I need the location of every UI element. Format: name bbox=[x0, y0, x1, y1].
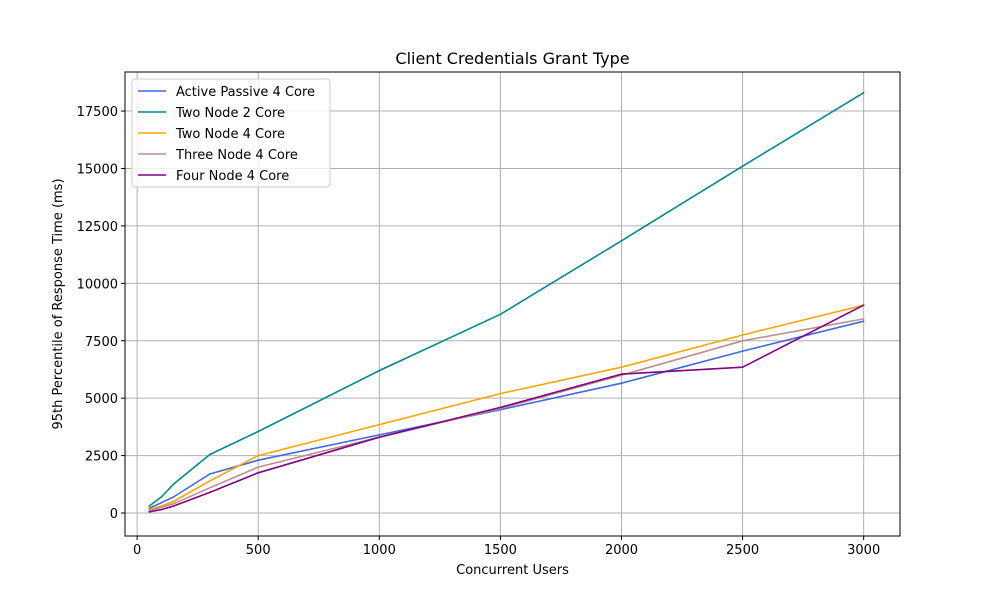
series-lines bbox=[148, 91, 865, 513]
data-point bbox=[741, 350, 744, 352]
data-point bbox=[208, 491, 211, 494]
data-point bbox=[208, 480, 211, 482]
legend-label: Active Passive 4 Core bbox=[176, 85, 315, 100]
data-point bbox=[862, 91, 865, 94]
x-axis-title: Concurrent Users bbox=[456, 563, 569, 578]
data-point bbox=[378, 369, 381, 372]
y-tick-label: 12500 bbox=[77, 220, 118, 235]
data-point bbox=[148, 511, 151, 513]
y-tick-label: 10000 bbox=[77, 277, 118, 292]
data-point bbox=[257, 430, 260, 433]
data-point bbox=[620, 373, 623, 375]
chart-title: Client Credentials Grant Type bbox=[395, 49, 629, 68]
y-tick-label: 15000 bbox=[77, 162, 118, 177]
data-point bbox=[741, 165, 744, 167]
x-tick-label: 2000 bbox=[605, 543, 638, 558]
legend-label: Two Node 2 Core bbox=[175, 106, 285, 121]
data-point bbox=[208, 473, 211, 475]
legend-label: Three Node 4 Core bbox=[175, 148, 298, 163]
data-point bbox=[172, 503, 175, 505]
data-point bbox=[862, 304, 865, 306]
data-point bbox=[620, 240, 623, 242]
data-point bbox=[741, 334, 744, 336]
data-point bbox=[172, 505, 175, 507]
data-point bbox=[499, 392, 502, 395]
x-tick-label: 1000 bbox=[363, 543, 396, 558]
series-line bbox=[148, 318, 864, 512]
data-point bbox=[160, 506, 163, 509]
data-point bbox=[257, 454, 260, 457]
data-point bbox=[257, 472, 260, 474]
y-axis-ticks: 0 2500 5000 7500 10000 12500 15000 17500 bbox=[77, 105, 125, 522]
legend-box bbox=[131, 78, 331, 188]
data-point bbox=[257, 466, 260, 468]
data-point bbox=[499, 406, 502, 409]
data-point bbox=[741, 339, 744, 342]
data-point bbox=[620, 382, 623, 385]
x-tick-label: 2500 bbox=[726, 543, 759, 558]
y-tick-label: 7500 bbox=[85, 335, 118, 350]
x-tick-label: 500 bbox=[246, 543, 271, 558]
data-point bbox=[160, 508, 163, 511]
data-point bbox=[378, 423, 381, 426]
data-point bbox=[160, 501, 163, 504]
y-axis-title: 95th Percentile of Response Time (ms) bbox=[51, 178, 66, 429]
series-line bbox=[148, 304, 864, 511]
series-line bbox=[149, 304, 865, 513]
data-point bbox=[862, 318, 865, 320]
y-tick-label: 2500 bbox=[85, 450, 118, 465]
data-point bbox=[620, 366, 623, 368]
plot-frame bbox=[124, 71, 901, 537]
data-point bbox=[257, 459, 260, 461]
data-point bbox=[172, 483, 175, 486]
data-point bbox=[862, 320, 865, 323]
data-point bbox=[172, 500, 175, 503]
x-tick-label: 0 bbox=[133, 543, 141, 558]
series-line bbox=[148, 320, 864, 510]
y-tick-label: 5000 bbox=[85, 392, 118, 407]
legend-label: Two Node 4 Core bbox=[175, 127, 285, 142]
data-point bbox=[172, 496, 175, 498]
y-tick-label: 17500 bbox=[77, 105, 118, 120]
data-point bbox=[378, 436, 381, 439]
data-point bbox=[160, 496, 163, 498]
data-point bbox=[378, 434, 381, 436]
grid-lines bbox=[125, 72, 900, 536]
data-point bbox=[741, 366, 744, 368]
data-point bbox=[208, 453, 211, 456]
data-point bbox=[148, 505, 151, 507]
x-tick-label: 3000 bbox=[847, 543, 880, 558]
data-point bbox=[499, 313, 502, 316]
y-tick-label: 0 bbox=[110, 507, 118, 522]
legend: Active Passive 4 Core Two Node 2 Core Two … bbox=[131, 78, 331, 188]
x-tick-label: 1500 bbox=[484, 543, 517, 558]
x-axis-ticks: 0 500 1000 1500 2000 2500 3000 bbox=[133, 536, 880, 558]
legend-label: Four Node 4 Core bbox=[176, 169, 289, 184]
data-point bbox=[208, 486, 211, 489]
series-line bbox=[148, 92, 865, 507]
